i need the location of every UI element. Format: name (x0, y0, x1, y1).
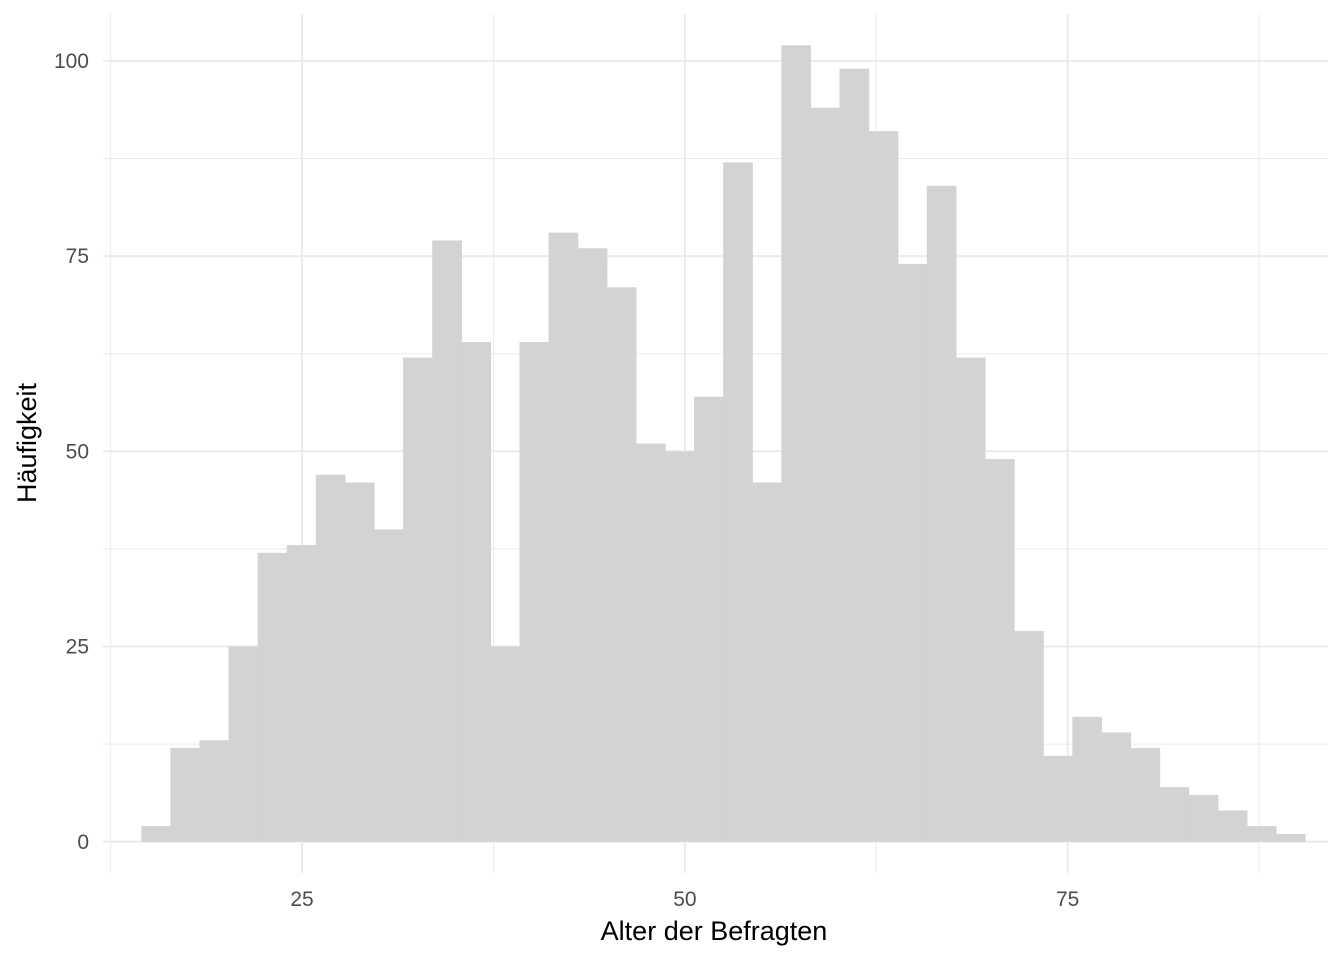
x-tick-label: 75 (1056, 888, 1079, 911)
histogram-bar (781, 45, 812, 842)
y-axis-title: Häufigkeit (12, 382, 42, 503)
histogram-bar (985, 459, 1015, 842)
x-tick-label: 50 (673, 888, 696, 911)
histogram-bar (897, 263, 928, 842)
histogram-bar (606, 287, 637, 842)
histogram-bar (955, 357, 986, 842)
y-tick-label: 100 (54, 50, 89, 73)
histogram-bar (286, 545, 317, 842)
histogram-bar (490, 646, 521, 842)
histogram-bar (723, 162, 753, 842)
histogram-bar (752, 482, 782, 842)
histogram-bar (839, 68, 870, 842)
y-tick-label: 75 (66, 245, 89, 268)
histogram-bar (1217, 810, 1248, 842)
histogram-bar (1072, 716, 1102, 842)
x-axis-title: Alter der Befragten (601, 916, 828, 946)
histogram-bar (810, 107, 841, 842)
histogram-bar (199, 740, 230, 842)
y-axis-tick-labels: 0 25 50 75 100 (54, 50, 89, 854)
y-tick-label: 0 (77, 831, 89, 854)
histogram-bar (1188, 794, 1219, 842)
histogram-bar (519, 341, 550, 842)
histogram-bar (228, 646, 259, 842)
histogram-bar (141, 826, 171, 842)
histogram-bar (577, 248, 608, 842)
histogram-bar (461, 341, 492, 842)
histogram-bars (141, 45, 1306, 842)
histogram-bar (694, 396, 724, 842)
y-tick-label: 25 (66, 636, 89, 659)
histogram-bar (664, 451, 695, 842)
histogram-bar (1159, 787, 1190, 842)
histogram-bar (1246, 826, 1277, 842)
histogram-bar (1101, 732, 1132, 842)
histogram-bar (403, 357, 433, 842)
histogram-bar (1275, 833, 1306, 842)
histogram-bar (344, 482, 375, 842)
histogram-bar (170, 748, 201, 842)
x-tick-label: 25 (290, 888, 313, 911)
histogram-bar (315, 474, 346, 842)
histogram-bar (1014, 630, 1044, 842)
histogram-bar (257, 552, 288, 842)
histogram-bar (1130, 748, 1161, 842)
histogram-bar (1043, 755, 1073, 842)
histogram-bar (635, 443, 666, 842)
histogram-bar (926, 185, 957, 842)
x-axis-tick-labels: 25 50 75 (290, 888, 1079, 911)
histogram-bar (868, 131, 899, 842)
histogram-bar (374, 529, 404, 842)
histogram-bar (432, 240, 462, 842)
y-tick-label: 50 (66, 440, 89, 463)
histogram-bar (548, 232, 579, 842)
